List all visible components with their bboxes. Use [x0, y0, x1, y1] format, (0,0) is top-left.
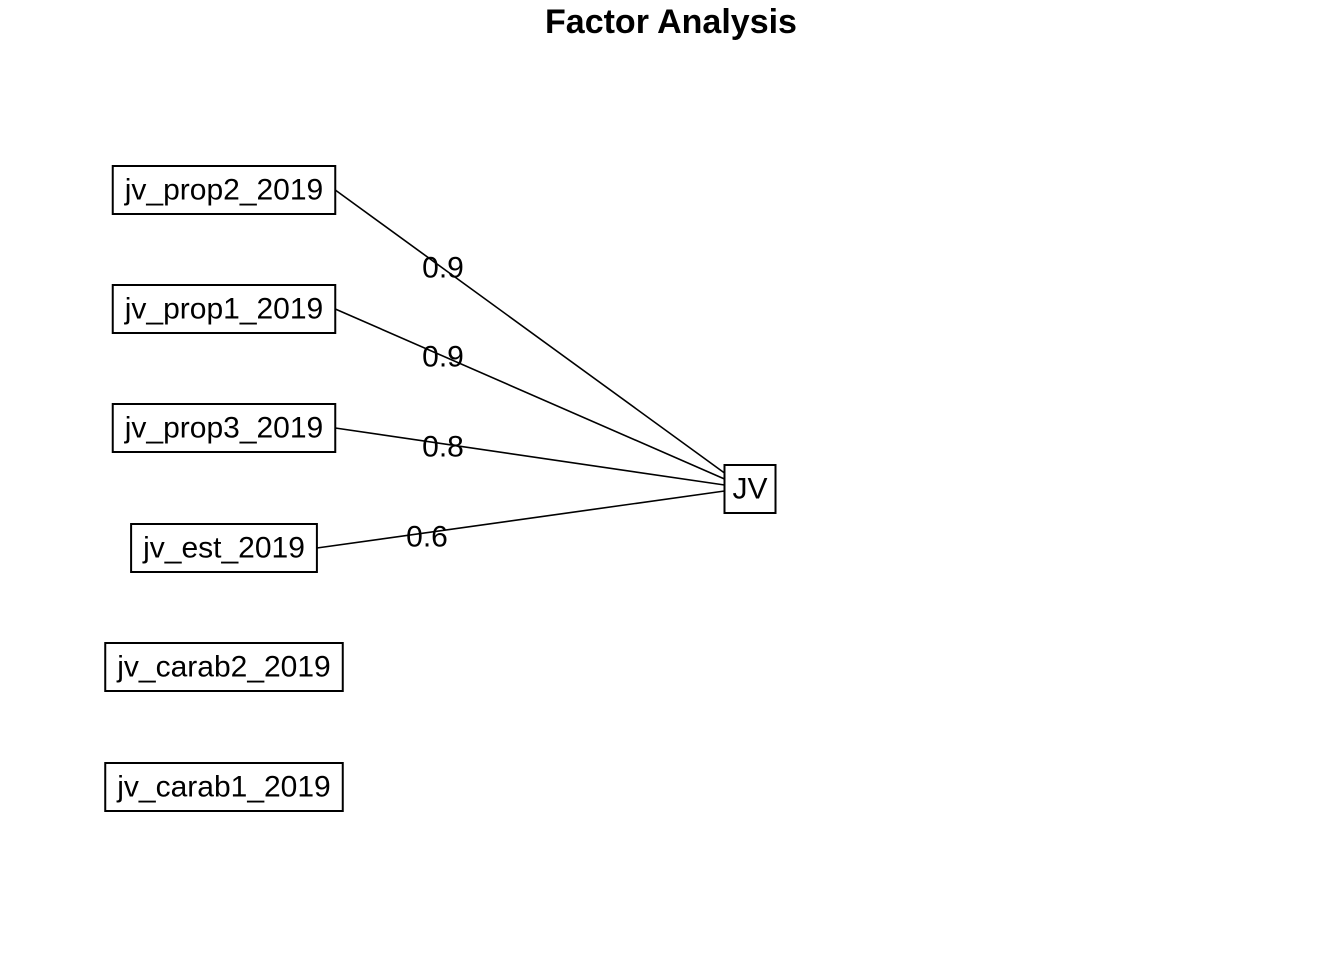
variable-node-jv_carab2_2019: jv_carab2_2019 [104, 642, 344, 692]
factor-box [723, 464, 777, 514]
loading-edges [317, 190, 725, 548]
variable-node-jv_prop1_2019: jv_prop1_2019 [111, 284, 337, 334]
variable-node-jv_est_2019: jv_est_2019 [130, 523, 318, 573]
variable-box [104, 762, 344, 812]
loading-labels: 0.9 0.9 0.8 0.6 [406, 252, 464, 554]
factor-node-JV: JV [723, 464, 777, 514]
variable-box [111, 165, 337, 215]
loading-arrow-jv_est_2019 [317, 490, 725, 548]
factor-node-group: JV [723, 464, 777, 514]
factor-label: JV [732, 473, 767, 506]
loading-value-jv_prop1_2019: 0.9 [422, 341, 464, 374]
variable-label: jv_prop1_2019 [124, 293, 324, 326]
variable-node-jv_prop2_2019: jv_prop2_2019 [111, 165, 337, 215]
loading-arrow-jv_prop1_2019 [335, 309, 725, 480]
variable-box [111, 403, 337, 453]
variable-box [111, 284, 337, 334]
variable-box [104, 642, 344, 692]
variable-node-jv_carab1_2019: jv_carab1_2019 [104, 762, 344, 812]
loading-arrow-jv_prop2_2019 [335, 190, 725, 474]
loading-value-jv_est_2019: 0.6 [406, 521, 448, 554]
variable-node-jv_prop3_2019: jv_prop3_2019 [111, 403, 337, 453]
variable-label: jv_carab1_2019 [116, 771, 331, 804]
variable-label: jv_est_2019 [142, 532, 305, 565]
variable-label: jv_carab2_2019 [116, 651, 331, 684]
diagram-title: Factor Analysis [545, 3, 797, 41]
variable-nodes: jv_prop2_2019 jv_prop1_2019 jv_prop3_2019j… [104, 165, 344, 812]
variable-box [130, 523, 318, 573]
loading-value-jv_prop2_2019: 0.9 [422, 252, 464, 285]
variable-label: jv_prop3_2019 [124, 412, 324, 445]
loading-arrow-jv_prop3_2019 [335, 428, 725, 486]
loading-value-jv_prop3_2019: 0.8 [422, 431, 464, 464]
variable-label: jv_prop2_2019 [124, 174, 324, 207]
